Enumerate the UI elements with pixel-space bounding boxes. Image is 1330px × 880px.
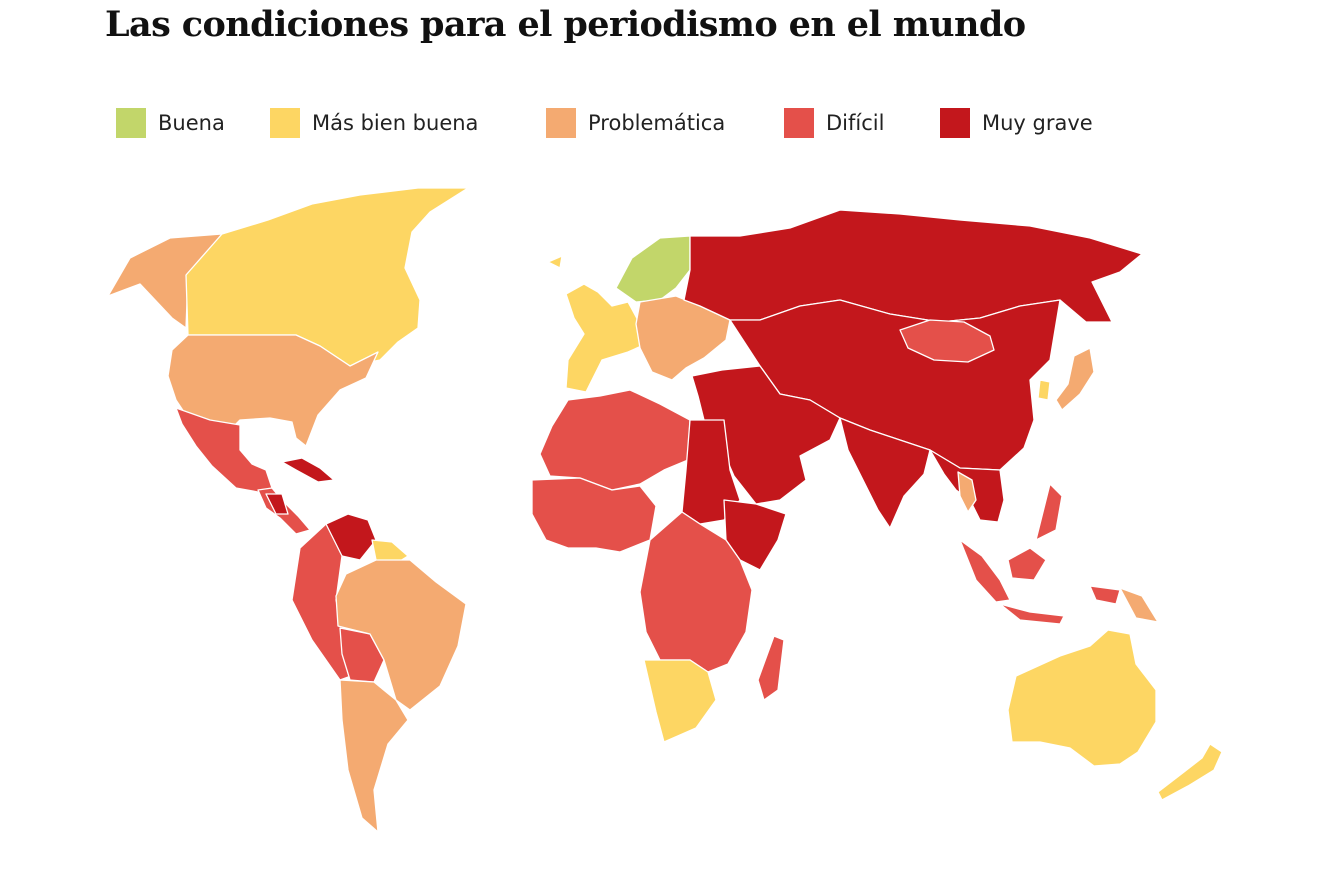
region-papua — [1119, 587, 1159, 623]
region-western-europe — [547, 255, 647, 393]
region-australia — [1007, 629, 1157, 767]
region-cuba — [281, 457, 335, 483]
legend-label-buena: Buena — [158, 111, 225, 135]
region-southern-africa — [643, 659, 717, 743]
region-west-africa — [531, 477, 657, 553]
region-usa — [167, 334, 379, 447]
legend-label-problematica: Problemática — [588, 111, 726, 135]
legend-item-muy-grave: Muy grave — [940, 108, 1093, 138]
legend-label-muy-grave: Muy grave — [982, 111, 1093, 135]
region-egypt-sudan — [681, 419, 741, 525]
world-map — [0, 170, 1330, 870]
region-north-africa — [539, 389, 691, 491]
region-southern-cone — [339, 679, 409, 833]
region-indonesia — [959, 483, 1121, 625]
region-central-africa — [639, 511, 753, 673]
region-new-zealand — [1157, 743, 1223, 801]
region-korea — [1037, 379, 1051, 401]
legend-label-dificil: Difícil — [826, 111, 885, 135]
world-map-svg — [107, 187, 1223, 833]
legend-swatch-dificil — [784, 108, 814, 138]
region-madagascar — [757, 635, 785, 701]
legend-swatch-problematica — [546, 108, 576, 138]
region-thailand — [957, 471, 977, 513]
region-japan — [1055, 347, 1095, 411]
region-nicaragua — [265, 493, 289, 515]
legend-item-problematica: Problemática — [546, 108, 725, 138]
legend-item-dificil: Difícil — [784, 108, 884, 138]
region-mongolia — [899, 319, 995, 363]
legend-label-mas-bien-buena: Más bien buena — [312, 111, 479, 135]
legend-item-buena: Buena — [116, 108, 225, 138]
region-brazil — [335, 559, 467, 711]
legend-swatch-muy-grave — [940, 108, 970, 138]
legend-swatch-buena — [116, 108, 146, 138]
legend-swatch-mas-bien-buena — [270, 108, 300, 138]
map-title: Las condiciones para el periodismo en el… — [105, 4, 1026, 45]
region-india — [839, 417, 931, 529]
legend-item-mas-bien-buena: Más bien buena — [270, 108, 478, 138]
region-russia — [683, 209, 1143, 323]
region-scandinavia — [615, 235, 691, 303]
